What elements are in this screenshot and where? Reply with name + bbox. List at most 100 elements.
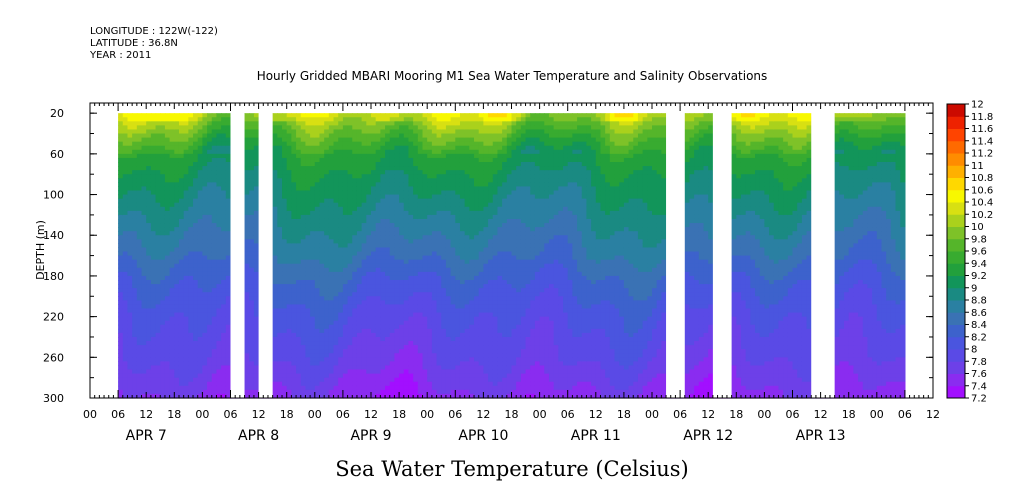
heatmap-cell (413, 206, 419, 212)
heatmap-cell (249, 377, 255, 383)
heatmap-cell (319, 259, 325, 265)
heatmap-cell (136, 377, 143, 383)
heatmap-cell (221, 113, 227, 118)
heatmap-cell (202, 373, 208, 379)
heatmap-cell (347, 357, 353, 362)
heatmap-cell (436, 235, 442, 240)
heatmap-cell (445, 186, 452, 192)
heatmap-cell (375, 365, 381, 371)
heatmap-cell (342, 178, 349, 183)
heatmap-cell (286, 174, 292, 179)
heatmap-cell (127, 328, 133, 334)
heatmap-cell (277, 247, 283, 253)
heatmap-cell (347, 336, 353, 342)
heatmap-cell (277, 157, 283, 163)
heatmap-cell (328, 153, 335, 159)
heatmap-cell (319, 357, 325, 362)
heatmap-cell (169, 231, 175, 236)
heatmap-cell (207, 316, 213, 322)
heatmap-cell (216, 239, 222, 244)
heatmap-cell (314, 341, 321, 346)
heatmap-cell (338, 178, 344, 183)
heatmap-cell (319, 149, 325, 155)
heatmap-cell (183, 206, 189, 212)
heatmap-cell (371, 275, 377, 281)
heatmap-cell (417, 182, 424, 188)
heatmap-cell (314, 349, 321, 354)
heatmap-cell (225, 300, 232, 306)
heatmap-cell (371, 312, 377, 318)
heatmap-cell (333, 369, 339, 375)
heatmap-cell (160, 178, 166, 183)
heatmap-cell (422, 129, 428, 135)
heatmap-cell (441, 178, 447, 183)
heatmap-cell (342, 361, 349, 367)
heatmap-cell (375, 178, 381, 183)
heatmap-cell (160, 341, 166, 346)
heatmap-cell (361, 186, 367, 192)
heatmap-cell (338, 271, 344, 277)
heatmap-cell (338, 357, 344, 362)
heatmap-cell (385, 332, 391, 338)
heatmap-cell (136, 316, 143, 322)
heatmap-cell (127, 385, 133, 391)
heatmap-cell (361, 365, 367, 371)
heatmap-cell (249, 259, 255, 265)
heatmap-cell (164, 292, 171, 297)
heatmap-cell (160, 145, 166, 151)
heatmap-cell (127, 149, 133, 155)
heatmap-cell (122, 345, 129, 350)
heatmap-cell (282, 357, 288, 362)
heatmap-cell (403, 223, 410, 228)
heatmap-cell (141, 133, 147, 139)
heatmap-cell (413, 361, 419, 367)
heatmap-cell (352, 113, 358, 118)
heatmap-cell (445, 385, 452, 391)
heatmap-cell (380, 251, 386, 257)
heatmap-cell (277, 239, 283, 244)
heatmap-cell (296, 312, 302, 318)
heatmap-cell (436, 210, 442, 216)
heatmap-cell (136, 336, 143, 342)
heatmap-cell (408, 157, 414, 163)
heatmap-cell (155, 243, 161, 249)
heatmap-cell (366, 267, 372, 273)
heatmap-cell (277, 353, 283, 358)
heatmap-cell (118, 275, 124, 281)
heatmap-cell (282, 162, 288, 167)
heatmap-cell (417, 373, 424, 379)
heatmap-cell (136, 210, 143, 216)
heatmap-cell (178, 320, 185, 326)
heatmap-cell (291, 141, 297, 147)
heatmap-cell (141, 178, 147, 183)
heatmap-cell (399, 332, 405, 338)
heatmap-cell (328, 259, 335, 265)
heatmap-cell (211, 296, 218, 301)
heatmap-cell (417, 296, 424, 301)
heatmap-cell (403, 149, 410, 155)
heatmap-cell (399, 296, 405, 301)
heatmap-cell (296, 345, 302, 350)
heatmap-cell (389, 214, 396, 220)
heatmap-cell (211, 267, 218, 273)
heatmap-cell (375, 336, 381, 342)
heatmap-cell (211, 137, 218, 143)
heatmap-cell (272, 389, 278, 395)
heatmap-cell (441, 332, 447, 338)
heatmap-cell (225, 174, 232, 179)
heatmap-cell (183, 316, 189, 322)
heatmap-cell (136, 190, 143, 196)
heatmap-cell (155, 162, 161, 167)
heatmap-cell (361, 149, 367, 155)
heatmap-cell (389, 324, 396, 330)
heatmap-cell (328, 267, 335, 273)
heatmap-cell (132, 206, 138, 212)
heatmap-cell (333, 296, 339, 301)
heatmap-cell (422, 149, 428, 155)
heatmap-cell (352, 239, 358, 244)
heatmap-cell (127, 190, 133, 196)
heatmap-cell (155, 198, 161, 204)
heatmap-cell (272, 117, 278, 122)
heatmap-cell (253, 357, 260, 362)
heatmap-cell (286, 129, 292, 135)
